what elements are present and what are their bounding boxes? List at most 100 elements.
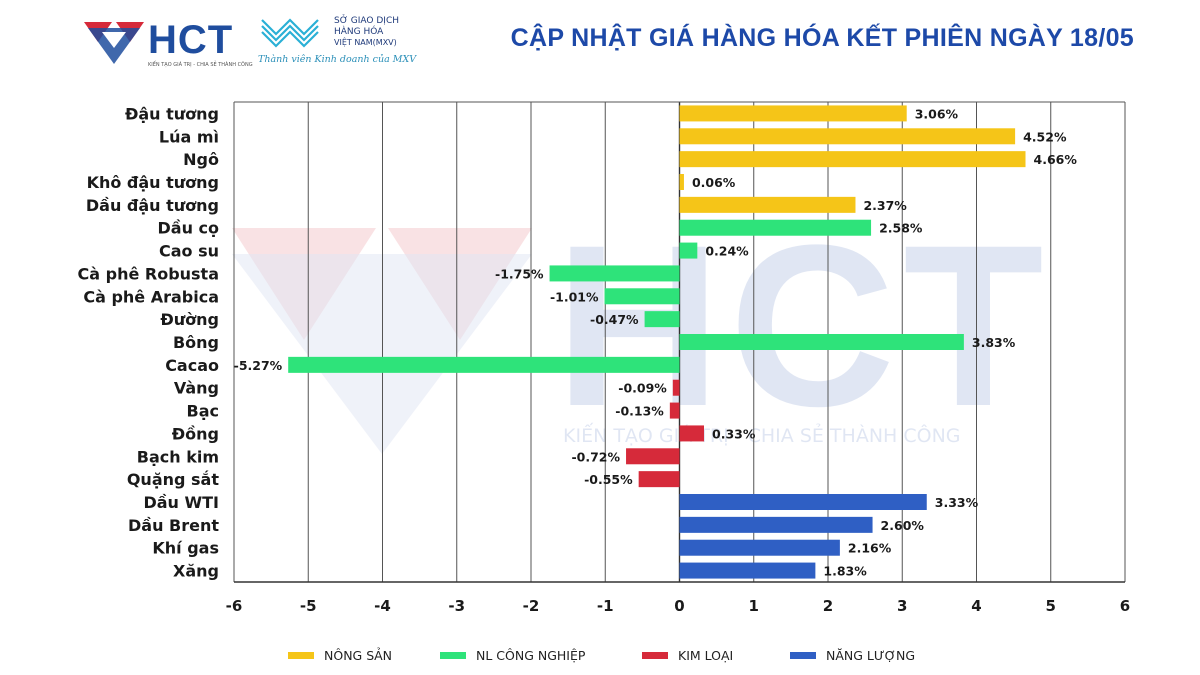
- x-tick-label: 4: [971, 597, 981, 615]
- chart-value-labels: 3.06% 4.52% 4.66% 0.06% 2.37% 2.58% 0.24% -1.75…: [234, 106, 1078, 578]
- x-tick-label: 2: [823, 597, 833, 615]
- category-label: Đậu tương: [125, 104, 219, 123]
- category-label: Vàng: [174, 379, 219, 398]
- category-label: Lúa mì: [159, 127, 219, 146]
- mxv-logo-line1: SỞ GIAO DỊCH: [334, 16, 399, 26]
- category-label: Dầu cọ: [157, 219, 219, 238]
- mxv-logo: SỞ GIAO DỊCH HÀNG HÓA VIỆT NAM(MXV) Thàn…: [258, 14, 416, 70]
- x-tick-label: 5: [1046, 597, 1056, 615]
- value-label: -0.72%: [571, 449, 620, 464]
- value-label: 0.06%: [692, 175, 736, 190]
- bar: [644, 311, 680, 328]
- value-label: 3.83%: [972, 335, 1016, 350]
- hct-logo-text: HCT: [148, 18, 234, 62]
- chart-bars: [288, 105, 1026, 579]
- category-label: Khí gas: [152, 539, 219, 558]
- bar: [679, 219, 872, 236]
- hct-logo-icon: [84, 22, 144, 64]
- watermark-logo-text: HCT: [555, 197, 1052, 454]
- bar: [679, 128, 1016, 145]
- bar: [672, 379, 680, 396]
- x-tick-label: -3: [448, 597, 465, 615]
- value-label: -0.55%: [584, 472, 633, 487]
- bar: [638, 471, 680, 488]
- mxv-logo-line2: HÀNG HÓA: [334, 27, 384, 37]
- bar: [679, 425, 705, 442]
- page-title: CẬP NHẬT GIÁ HÀNG HÓA KẾT PHIÊN NGÀY 18/…: [510, 24, 1134, 52]
- x-tick-label: 6: [1120, 597, 1130, 615]
- bar: [679, 539, 840, 556]
- category-label: Ngô: [183, 150, 219, 169]
- chart-legend: NÔNG SẢN NL CÔNG NGHIỆP KIM LOẠI NĂNG LƯ…: [0, 640, 1200, 670]
- category-label: Dầu Brent: [128, 516, 219, 535]
- value-label: -5.27%: [234, 358, 283, 373]
- bar: [679, 196, 856, 213]
- bar: [669, 402, 680, 419]
- hct-logo: HCT KIẾN TẠO GIÁ TRỊ - CHIA SẺ THÀNH CÔN…: [84, 18, 253, 68]
- x-tick-label: 0: [674, 597, 684, 615]
- value-label: 3.06%: [915, 106, 959, 121]
- category-label: Bạc: [187, 402, 219, 421]
- legend-label-nl-cong-nghiep: NL CÔNG NGHIỆP: [476, 648, 586, 663]
- header: HCT KIẾN TẠO GIÁ TRỊ - CHIA SẺ THÀNH CÔN…: [0, 0, 1200, 90]
- mxv-logo-icon: [261, 18, 319, 48]
- bar: [679, 334, 964, 350]
- value-label: 0.33%: [712, 426, 756, 441]
- watermark-slogan: KIẾN TẠO GIÁ TRỊ - CHIA SẺ THÀNH CÔNG: [563, 422, 961, 447]
- category-label: Khô đậu tương: [87, 173, 219, 192]
- legend-swatch-kim-loai: [642, 652, 668, 659]
- value-label: -1.75%: [495, 266, 544, 281]
- legend-label-kim-loai: KIM LOẠI: [678, 648, 734, 663]
- mxv-member-text: Thành viên Kinh doanh của MXV: [258, 54, 417, 65]
- bar: [679, 516, 873, 533]
- value-label: 4.66%: [1034, 152, 1078, 167]
- category-label: Bông: [173, 333, 219, 352]
- x-tick-label: 1: [749, 597, 759, 615]
- category-label: Quặng sắt: [127, 470, 220, 489]
- category-label: Cà phê Arabica: [83, 287, 219, 306]
- bar: [679, 242, 698, 259]
- mxv-logo-line3: VIỆT NAM(MXV): [334, 38, 397, 47]
- category-label: Cacao: [165, 356, 219, 375]
- bar: [549, 265, 680, 282]
- value-label: -0.47%: [590, 312, 639, 327]
- x-tick-label: -6: [226, 597, 243, 615]
- category-label: Bạch kim: [137, 447, 219, 466]
- x-tick-label: -4: [374, 597, 391, 615]
- value-label: 2.58%: [879, 221, 923, 236]
- legend-swatch-nang-luong: [790, 652, 816, 659]
- bar: [679, 105, 907, 122]
- hct-logo-slogan: KIẾN TẠO GIÁ TRỊ - CHIA SẺ THÀNH CÔNG: [148, 62, 253, 68]
- category-label: Cao su: [159, 242, 219, 261]
- bar: [679, 174, 684, 190]
- value-label: -1.01%: [550, 289, 599, 304]
- category-label: Đồng: [172, 424, 219, 443]
- x-tick-label: -5: [300, 597, 317, 615]
- value-label: -0.09%: [618, 381, 667, 396]
- value-label: 0.24%: [705, 244, 749, 259]
- legend-label-nang-luong: NĂNG LƯỢNG: [826, 648, 916, 663]
- chart-category-labels: Đậu tương Lúa mì Ngô Khô đậu tương Dầu đậu t…: [78, 104, 220, 580]
- bar: [679, 151, 1026, 168]
- value-label: 1.83%: [823, 564, 867, 579]
- category-label: Cà phê Robusta: [78, 264, 220, 283]
- category-label: Xăng: [173, 562, 219, 581]
- legend-swatch-nl-cong-nghiep: [440, 652, 466, 659]
- category-label: Dầu đậu tương: [86, 196, 219, 215]
- value-label: 3.33%: [935, 495, 979, 510]
- bar: [604, 288, 680, 305]
- watermark-logo-right-triangle: [388, 228, 532, 340]
- bar: [679, 562, 816, 579]
- x-tick-label: -2: [523, 597, 540, 615]
- category-label: Đường: [160, 310, 219, 329]
- chart-x-tick-labels: -6 -5 -4 -3 -2 -1 0 1 2 3 4 5 6: [226, 597, 1131, 615]
- value-label: 2.37%: [863, 198, 907, 213]
- value-label: 4.52%: [1023, 129, 1067, 144]
- bar: [288, 356, 680, 373]
- x-tick-label: 3: [897, 597, 907, 615]
- bar: [679, 494, 927, 510]
- bar: [626, 448, 680, 465]
- value-label: 2.60%: [881, 518, 925, 533]
- legend-label-nong-san: NÔNG SẢN: [324, 648, 393, 663]
